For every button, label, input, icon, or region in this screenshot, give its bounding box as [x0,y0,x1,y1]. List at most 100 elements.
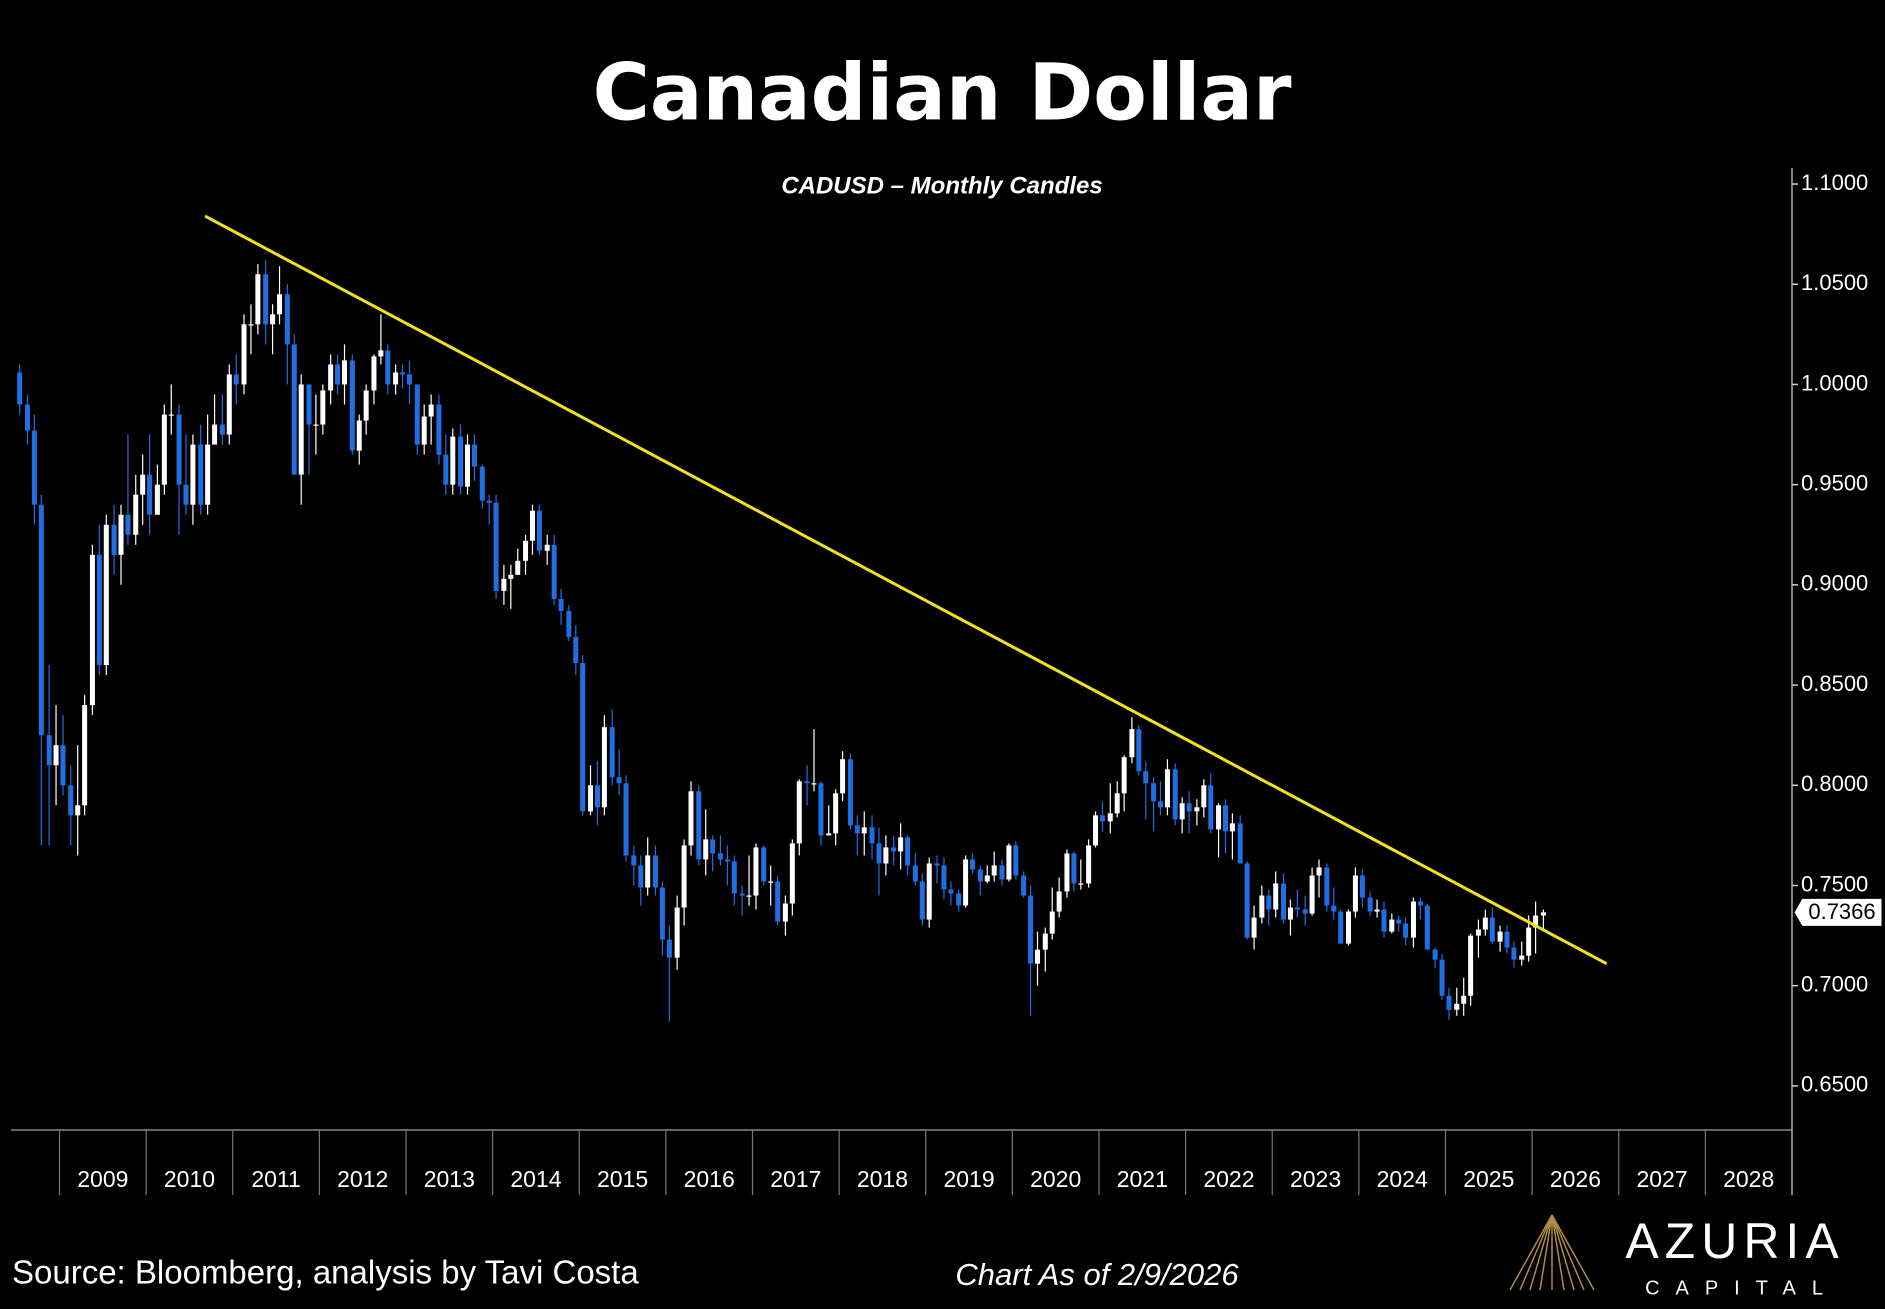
candle-body [724,859,730,862]
candle-body [1129,729,1135,758]
candle-body [956,893,962,906]
candle-body [594,785,600,808]
candle-body [984,875,990,882]
candle-body [183,484,189,505]
candle-body [363,390,369,421]
candle-body [912,865,918,882]
candle-body [1367,897,1373,912]
candle-body [508,574,514,579]
candle-body [926,863,932,920]
candle-body [1158,801,1164,808]
candle-body [277,294,283,315]
candle-body [775,881,781,922]
candle-body [1475,929,1481,936]
candle-body [826,833,832,836]
candle-body [573,636,579,664]
candle-body [1461,995,1467,1004]
x-tick-label: 2010 [164,1166,215,1192]
candle-body [82,705,88,806]
candle-body [493,502,499,591]
candle-body [140,474,146,495]
candle-body [753,847,759,896]
candle-body [551,544,557,599]
candle-body [406,374,412,385]
candle-body [212,424,218,445]
candle-body [349,360,355,451]
candle-body [1121,757,1127,794]
candle-body [205,444,211,505]
candle-body [1533,915,1539,928]
candle-body [1389,919,1395,932]
candle-body [428,404,434,417]
candle-body [1309,875,1315,914]
candle-body [233,374,239,385]
candle-body [818,783,824,836]
candle-body [566,610,572,637]
candle-body [270,314,276,325]
candle-body [977,869,983,882]
x-tick-label: 2009 [77,1166,128,1192]
y-tick-label: 1.0000 [1801,370,1868,395]
candle-body [103,524,109,666]
candle-body [291,344,297,475]
logo-mark [1509,1214,1595,1291]
candle-body [941,865,947,890]
candle-body [674,907,680,958]
candle-body [1172,769,1178,820]
candle-body [450,436,456,485]
candle-body [796,781,802,844]
candle-body [68,785,74,816]
candle-body [666,939,672,958]
candle-body [471,444,477,467]
candle-body [1078,883,1084,885]
candle-body [38,504,44,736]
candle-body [306,384,312,425]
candle-body [616,777,622,784]
candle-body [147,474,153,515]
candle-body [731,861,737,894]
y-tick-label: 0.7500 [1801,871,1868,896]
last-price-label: 0.7366 [1808,899,1875,924]
candle-body [1049,911,1055,934]
candle-body [1324,867,1330,906]
candle-body [1244,863,1250,938]
candle-body [1259,895,1265,918]
candle-body [761,847,767,882]
candle-body [948,889,954,894]
candle-body [1338,911,1344,944]
candle-body [356,420,362,451]
candle-body [905,837,911,866]
candle-body [898,837,904,852]
candle-body [1136,729,1142,772]
candle-body [782,903,788,922]
x-tick-label: 2015 [597,1166,648,1192]
candle-body [1417,901,1423,906]
y-tick-label: 1.0500 [1801,270,1868,295]
candle-body [24,404,30,431]
candle-body [1352,875,1358,912]
candle-body [659,887,665,940]
candle-body [342,360,348,385]
candle-body [1028,895,1034,964]
candle-body [638,865,644,888]
y-tick-label: 0.8000 [1801,771,1868,796]
candle-body [219,424,225,435]
x-tick-label: 2020 [1030,1166,1081,1192]
candle-body [529,510,535,541]
candle-body [991,865,997,876]
candle-body [1251,917,1257,938]
candle-body [96,554,102,666]
candle-body [1164,769,1170,808]
candle-body [1396,919,1402,924]
y-tick-label: 0.8500 [1801,671,1868,696]
candle-body [161,414,167,485]
candle-body [1381,909,1387,932]
x-tick-label: 2017 [770,1166,821,1192]
candle-body [1151,783,1157,802]
candle-body [847,759,853,826]
candle-body [414,384,420,445]
candle-body [400,372,406,375]
candle-body [154,484,160,515]
candle-body [125,514,131,535]
